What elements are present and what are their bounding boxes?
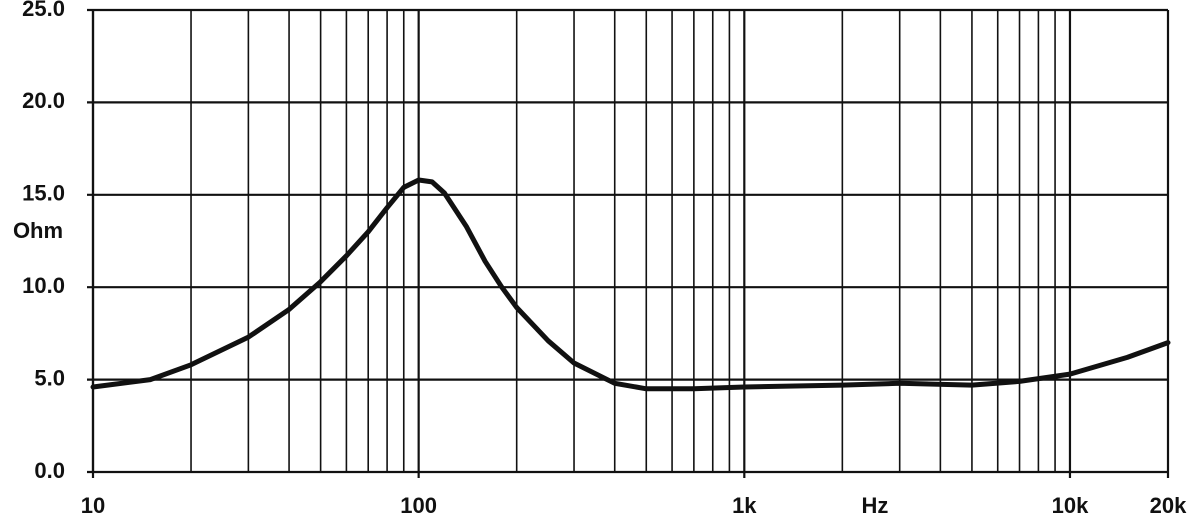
x-tick-label: 100 [400, 493, 437, 518]
y-tick-label: 0.0 [34, 458, 65, 483]
x-axis-label: Hz [862, 493, 889, 518]
y-tick-label: 5.0 [34, 365, 65, 390]
y-tick-label: 10.0 [22, 273, 65, 298]
x-tick-label: 1k [732, 493, 757, 518]
y-axis-label: Ohm [13, 218, 63, 243]
x-tick-label: 10 [81, 493, 105, 518]
y-tick-label: 20.0 [22, 88, 65, 113]
x-tick-label: 10k [1052, 493, 1089, 518]
y-tick-label: 15.0 [22, 181, 65, 206]
y-tick-label: 25.0 [22, 0, 65, 21]
impedance-curve [90, 177, 1171, 392]
x-tick-label: 20k [1150, 493, 1187, 518]
